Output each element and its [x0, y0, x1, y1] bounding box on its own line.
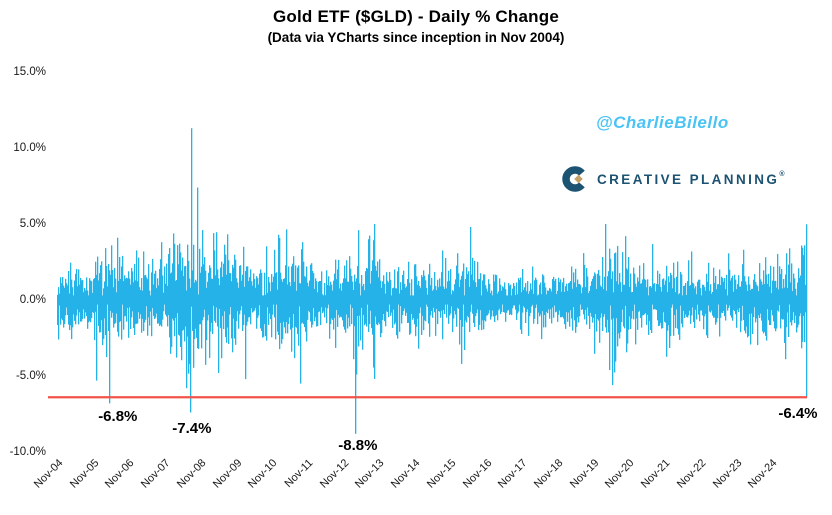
daily-change-bars	[57, 128, 808, 434]
y-axis-tick-label: 10.0%	[13, 142, 46, 154]
brand-logo: CREATIVE PLANNING®	[561, 165, 784, 193]
y-axis-tick-label: 5.0%	[19, 218, 46, 230]
brand-name: CREATIVE PLANNING®	[597, 171, 785, 187]
data-point-callout: -8.8%	[338, 436, 378, 454]
y-axis-tick-label: -5.0%	[15, 370, 46, 382]
data-point-callout: -7.4%	[172, 420, 212, 438]
y-axis-tick-label: -10.0%	[9, 446, 46, 458]
registered-mark: ®	[779, 171, 785, 178]
data-point-callout: -6.4%	[778, 405, 818, 423]
creative-planning-c-icon	[562, 166, 585, 192]
y-axis-tick-label: 15.0%	[13, 66, 46, 78]
data-point-callout: -6.8%	[98, 408, 138, 426]
author-watermark: @CharlieBilello	[596, 113, 729, 132]
chart-subtitle: (Data via YCharts since inception in Nov…	[267, 30, 565, 45]
chart-title: Gold ETF ($GLD) - Daily % Change	[273, 7, 559, 26]
y-axis-tick-label: 0.0%	[19, 294, 46, 306]
